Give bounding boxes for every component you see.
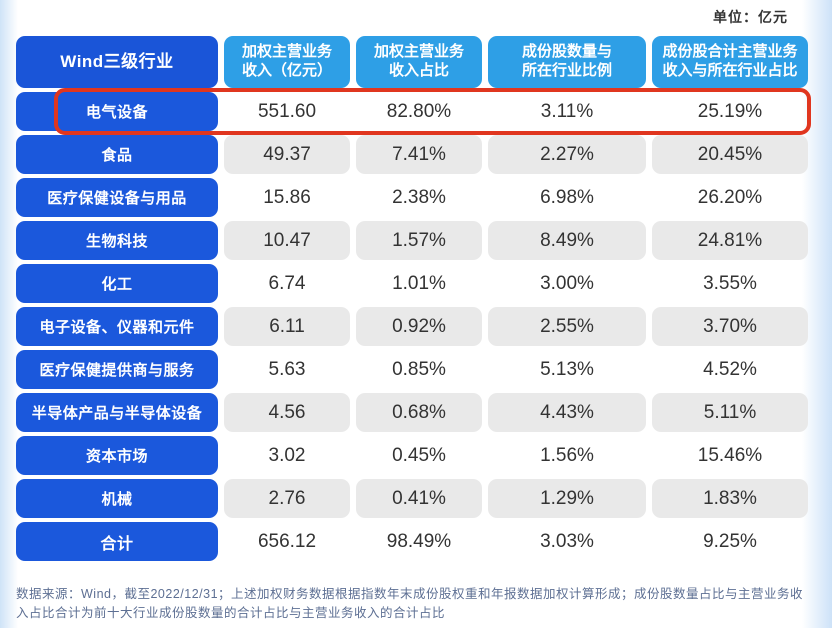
table-row-highlighted: 电气设备 551.60 82.80% 3.11% 25.19% [16, 92, 810, 131]
industry-cell: 合计 [16, 522, 218, 561]
value-cell: 24.81% [652, 221, 808, 260]
header-cell-industry: Wind三级行业 [16, 36, 218, 88]
table-row: 医疗保健提供商与服务 5.63 0.85% 5.13% 4.52% [16, 350, 810, 389]
industry-cell: 机械 [16, 479, 218, 518]
value-cell: 4.56 [224, 393, 350, 432]
value-cell: 5.11% [652, 393, 808, 432]
table-row: 资本市场 3.02 0.45% 1.56% 15.46% [16, 436, 810, 475]
value-cell: 5.63 [268, 358, 306, 380]
header-cell-constituent-count-ratio: 成份股数量与 所在行业比例 [488, 36, 646, 88]
industry-cell: 医疗保健设备与用品 [16, 178, 218, 217]
table-body: 电气设备 551.60 82.80% 3.11% 25.19% 食品 49.37 7.41% 2… [16, 92, 810, 561]
value-cell: 3.11% [540, 100, 594, 122]
value-cell: 656.12 [257, 530, 317, 552]
value-cell: 1.01% [392, 272, 446, 294]
table-row: 化工 6.74 1.01% 3.00% 3.55% [16, 264, 810, 303]
value-cell: 2.55% [488, 307, 646, 346]
header-cell-constituent-revenue-ratio: 成份股合计主营业务 收入与所在行业占比 [652, 36, 808, 88]
industry-cell: 化工 [16, 264, 218, 303]
value-cell: 9.25% [703, 530, 757, 552]
value-cell: 1.56% [540, 444, 594, 466]
value-cell: 26.20% [697, 186, 763, 208]
value-cell: 15.86 [263, 186, 311, 208]
industry-cell: 电子设备、仪器和元件 [16, 307, 218, 346]
value-cell: 25.19% [697, 100, 763, 122]
footnote: 数据来源：Wind，截至2022/12/31；上述加权财务数据根据指数年末成份股… [16, 587, 804, 621]
value-cell: 0.41% [356, 479, 482, 518]
header-cell-revenue-share: 加权主营业务 收入占比 [356, 36, 482, 88]
value-cell: 8.49% [488, 221, 646, 260]
industry-cell: 医疗保健提供商与服务 [16, 350, 218, 389]
value-cell: 1.57% [356, 221, 482, 260]
value-cell: 82.80% [386, 100, 452, 122]
value-cell: 3.03% [540, 530, 594, 552]
value-cell: 98.49% [386, 530, 452, 552]
industry-cell: 生物科技 [16, 221, 218, 260]
value-cell: 15.46% [697, 444, 763, 466]
value-cell: 7.41% [356, 135, 482, 174]
value-cell: 0.45% [392, 444, 446, 466]
unit-label: 单位：亿元 [713, 9, 788, 25]
industry-table: Wind三级行业 加权主营业务 收入（亿元） 加权主营业务 收入占比 成份股数量… [16, 36, 811, 561]
value-cell: 2.27% [488, 135, 646, 174]
value-cell: 6.98% [540, 186, 594, 208]
header-cell-weighted-revenue: 加权主营业务 收入（亿元） [224, 36, 350, 88]
value-cell: 6.11 [224, 307, 350, 346]
value-cell: 6.74 [268, 272, 306, 294]
value-cell: 0.85% [392, 358, 446, 380]
value-cell: 0.68% [356, 393, 482, 432]
industry-cell: 电气设备 [16, 92, 218, 131]
table-row: 医疗保健设备与用品 15.86 2.38% 6.98% 26.20% [16, 178, 810, 217]
value-cell: 3.02 [268, 444, 306, 466]
value-cell: 3.70% [652, 307, 808, 346]
value-cell: 551.60 [257, 100, 317, 122]
value-cell: 1.83% [652, 479, 808, 518]
value-cell: 2.38% [392, 186, 446, 208]
value-cell: 4.43% [488, 393, 646, 432]
table-row: 食品 49.37 7.41% 2.27% 20.45% [16, 135, 810, 174]
table-row: 电子设备、仪器和元件 6.11 0.92% 2.55% 3.70% [16, 307, 810, 346]
value-cell: 5.13% [540, 358, 594, 380]
industry-cell: 食品 [16, 135, 218, 174]
value-cell: 2.76 [224, 479, 350, 518]
value-cell: 10.47 [224, 221, 350, 260]
table-row: 生物科技 10.47 1.57% 8.49% 24.81% [16, 221, 810, 260]
value-cell: 0.92% [356, 307, 482, 346]
industry-cell: 半导体产品与半导体设备 [16, 393, 218, 432]
value-cell: 1.29% [488, 479, 646, 518]
value-cell: 20.45% [652, 135, 808, 174]
value-cell: 4.52% [703, 358, 757, 380]
table-row: 半导体产品与半导体设备 4.56 0.68% 4.43% 5.11% [16, 393, 810, 432]
industry-cell: 资本市场 [16, 436, 218, 475]
value-cell: 49.37 [224, 135, 350, 174]
value-cell: 3.55% [703, 272, 757, 294]
table-header-row: Wind三级行业 加权主营业务 收入（亿元） 加权主营业务 收入占比 成份股数量… [16, 36, 810, 88]
table-row: 机械 2.76 0.41% 1.29% 1.83% [16, 479, 810, 518]
table-row: 合计 656.12 98.49% 3.03% 9.25% [16, 522, 810, 561]
value-cell: 3.00% [540, 272, 594, 294]
